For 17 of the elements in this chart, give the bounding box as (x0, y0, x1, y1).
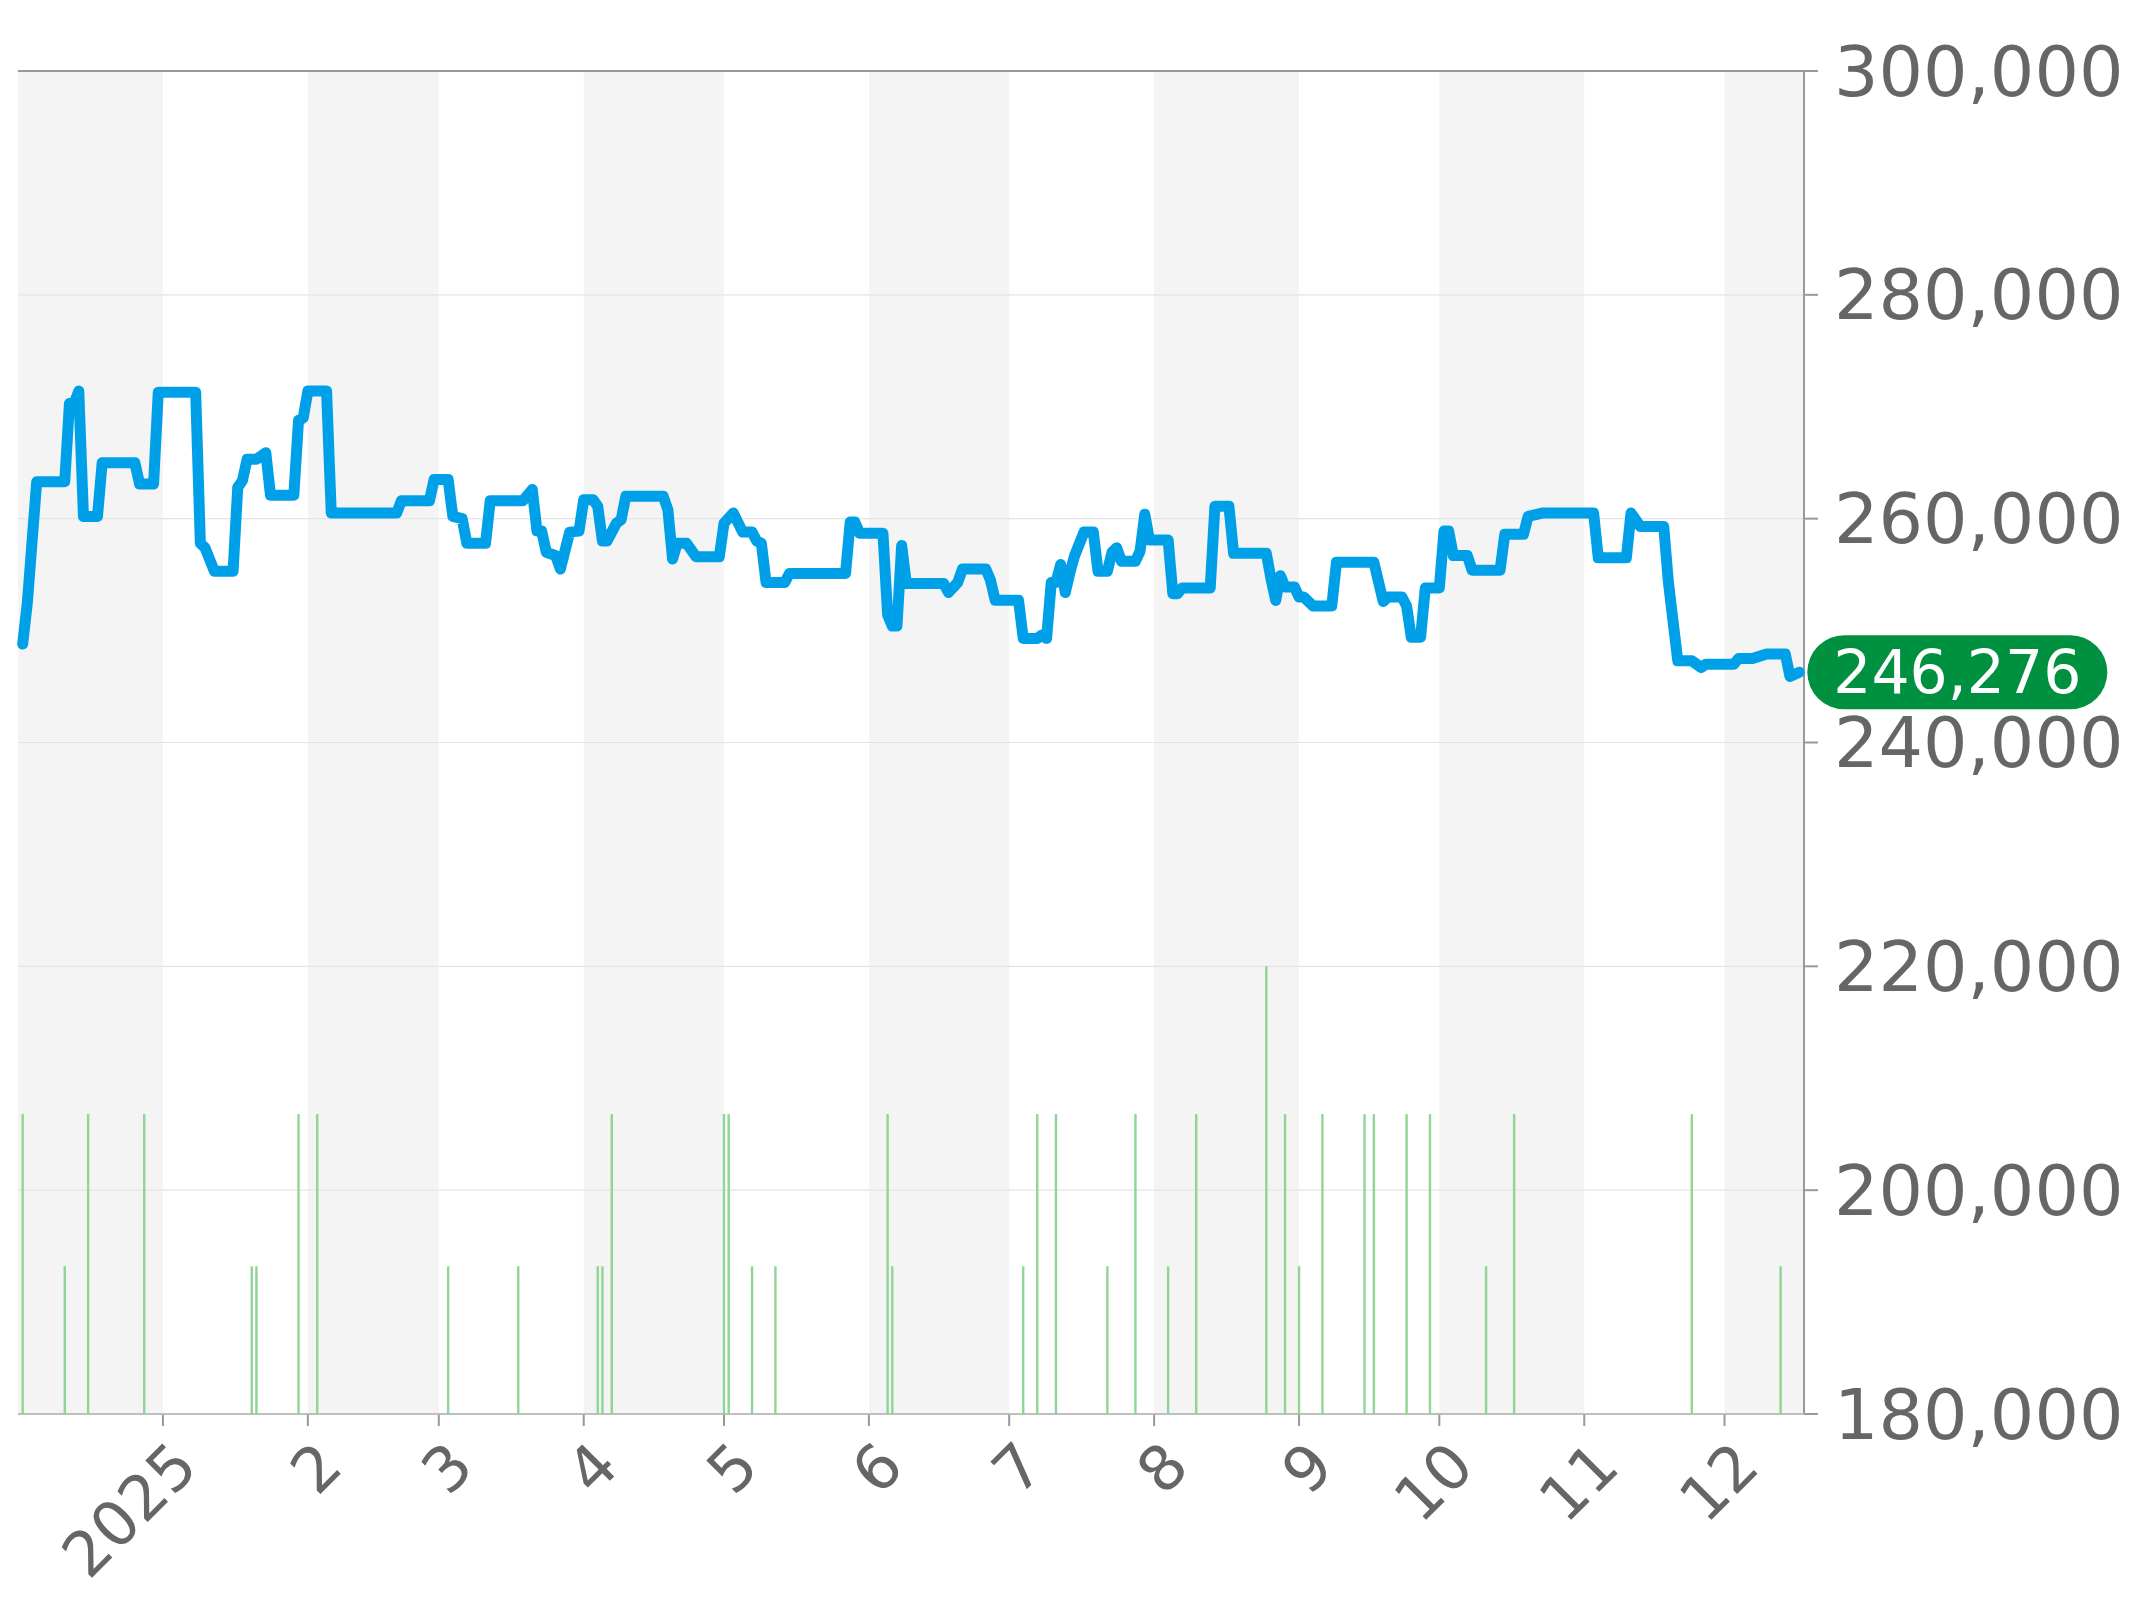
y-tick-label: 220,000 (1834, 925, 2124, 1008)
x-tick-label: 7 (977, 1428, 1058, 1508)
y-tick-label: 280,000 (1834, 254, 2124, 337)
x-tick-label: 12 (1665, 1428, 1773, 1536)
x-tick-label: 5 (692, 1428, 772, 1508)
x-tick-label: 10 (1379, 1428, 1488, 1536)
y-tick-label: 180,000 (1834, 1373, 2124, 1456)
y-tick-label: 300,000 (1834, 30, 2124, 113)
x-tick-label: 6 (837, 1428, 917, 1508)
x-tick-label: 3 (407, 1428, 487, 1508)
x-tick-label: 8 (1122, 1428, 1203, 1508)
x-tick-label: 2 (276, 1428, 356, 1508)
x-tick-label: 11 (1524, 1428, 1633, 1536)
x-tick-label: 9 (1267, 1428, 1348, 1508)
y-tick-label: 200,000 (1834, 1149, 2124, 1232)
y-tick-label: 260,000 (1834, 478, 2124, 561)
x-tick-label: 4 (552, 1428, 632, 1508)
